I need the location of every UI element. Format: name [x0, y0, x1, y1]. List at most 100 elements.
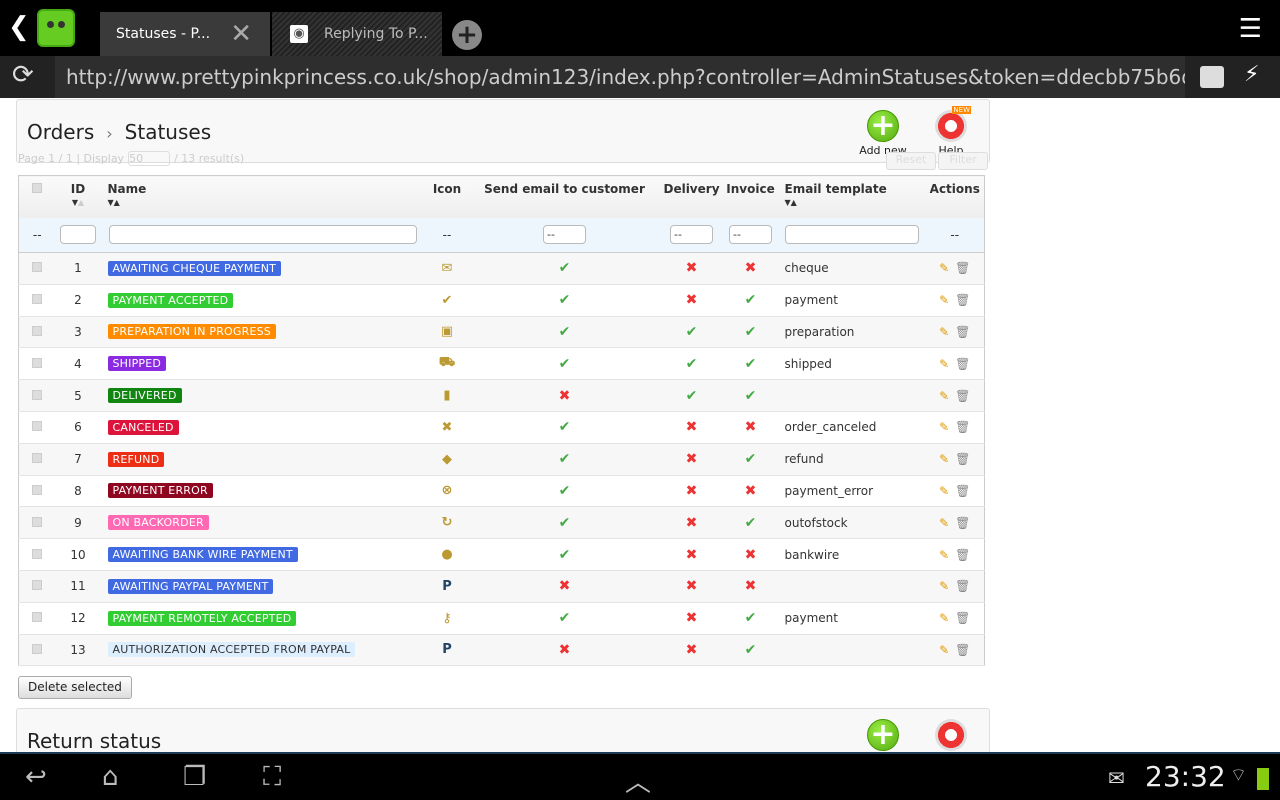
check-icon[interactable]: ✔ — [744, 292, 757, 309]
table-row[interactable]: 2 PAYMENT ACCEPTED ✔ ✔ ✖ ✔ payment ✎ 🗑 — [18, 284, 985, 317]
edit-icon[interactable]: ✎ — [939, 420, 950, 435]
check-icon[interactable]: ✔ — [558, 451, 571, 468]
cross-icon[interactable]: ✖ — [685, 451, 698, 468]
delete-icon[interactable]: 🗑 — [955, 388, 971, 403]
breadcrumb-orders[interactable]: Orders — [27, 120, 95, 144]
cross-icon[interactable]: ✖ — [558, 641, 571, 658]
cross-icon[interactable]: ✖ — [744, 419, 757, 436]
table-row[interactable]: 8 PAYMENT ERROR ⊗ ✔ ✖ ✖ payment_error ✎ 🗑 — [18, 475, 985, 508]
invoice-filter-select[interactable]: -- — [729, 225, 772, 245]
edit-icon[interactable]: ✎ — [939, 547, 950, 562]
edit-icon[interactable]: ✎ — [939, 452, 950, 467]
check-icon[interactable]: ✔ — [558, 260, 571, 277]
row-checkbox[interactable] — [32, 357, 43, 368]
delete-icon[interactable]: 🗑 — [955, 547, 971, 562]
table-row[interactable]: 3 PREPARATION IN PROGRESS ▣ ✔ ✔ ✔ preparat… — [18, 316, 985, 349]
delete-icon[interactable]: 🗑 — [955, 452, 971, 467]
check-icon[interactable]: ✔ — [558, 323, 571, 340]
row-checkbox[interactable] — [32, 325, 43, 336]
send-email-filter-select[interactable]: -- — [543, 225, 586, 245]
table-row[interactable]: 5 DELIVERED ▮ ✖ ✔ ✔ ✎ 🗑 — [18, 379, 985, 412]
app-logo-icon[interactable] — [37, 9, 75, 47]
edit-icon[interactable]: ✎ — [939, 293, 950, 308]
edit-icon[interactable]: ✎ — [939, 261, 950, 276]
back-icon[interactable]: ❮ — [8, 12, 30, 42]
cross-icon[interactable]: ✖ — [685, 610, 698, 627]
new-tab-icon[interactable]: + — [452, 20, 482, 50]
cross-icon[interactable]: ✖ — [685, 578, 698, 595]
table-row[interactable]: 6 CANCELED ✖ ✔ ✖ ✖ order_canceled ✎ 🗑 — [18, 411, 985, 444]
sort-icon[interactable]: ▼▲ — [107, 198, 120, 207]
row-checkbox[interactable] — [32, 262, 43, 273]
display-select[interactable]: 50 — [128, 151, 171, 166]
sort-icon[interactable]: ▼▲ — [784, 198, 797, 207]
edit-icon[interactable]: ✎ — [939, 642, 950, 657]
close-tab-icon[interactable]: ✕ — [230, 19, 252, 49]
check-icon[interactable]: ✔ — [744, 610, 757, 627]
email-notification-icon[interactable]: ✉ — [1108, 766, 1125, 790]
table-row[interactable]: 13 AUTHORIZATION ACCEPTED FROM PAYPAL P … — [18, 634, 985, 667]
reset-button[interactable]: Reset — [886, 152, 936, 170]
table-row[interactable]: 11 AWAITING PAYPAL PAYMENT P ✖ ✖ ✖ ✎ 🗑 — [18, 570, 985, 603]
add-new-return-button[interactable]: + — [853, 719, 913, 753]
delete-icon[interactable]: 🗑 — [955, 611, 971, 626]
table-row[interactable]: 1 AWAITING CHEQUE PAYMENT ✉ ✔ ✖ ✖ cheque ✎… — [18, 252, 985, 285]
cross-icon[interactable]: ✖ — [558, 578, 571, 595]
delete-icon[interactable]: 🗑 — [955, 515, 971, 530]
row-checkbox[interactable] — [32, 516, 43, 527]
check-icon[interactable]: ✔ — [744, 514, 757, 531]
delete-icon[interactable]: 🗑 — [955, 483, 971, 498]
delete-icon[interactable]: 🗑 — [955, 293, 971, 308]
delete-selected-button[interactable]: Delete selected — [18, 676, 132, 699]
cross-icon[interactable]: ✖ — [685, 260, 698, 277]
back-nav-icon[interactable]: ↩ — [25, 762, 47, 792]
check-icon[interactable]: ✔ — [558, 514, 571, 531]
table-row[interactable]: 7 REFUND ◆ ✔ ✖ ✔ refund ✎ 🗑 — [18, 443, 985, 476]
delete-icon[interactable]: 🗑 — [955, 642, 971, 657]
check-icon[interactable]: ✔ — [744, 355, 757, 372]
delete-icon[interactable]: 🗑 — [955, 579, 971, 594]
cross-icon[interactable]: ✖ — [744, 546, 757, 563]
check-icon[interactable]: ✔ — [744, 451, 757, 468]
edit-icon[interactable]: ✎ — [939, 388, 950, 403]
delivery-filter-select[interactable]: -- — [670, 225, 713, 245]
check-icon[interactable]: ✔ — [744, 641, 757, 658]
url-input[interactable]: http://www.prettypinkprincess.co.uk/shop… — [55, 56, 1185, 98]
row-checkbox[interactable] — [32, 453, 43, 464]
tab-replying[interactable]: ◉ Replying To P... — [272, 12, 442, 56]
cross-icon[interactable]: ✖ — [685, 482, 698, 499]
check-icon[interactable]: ✔ — [685, 323, 698, 340]
delete-icon[interactable]: 🗑 — [955, 324, 971, 339]
cross-icon[interactable]: ✖ — [685, 546, 698, 563]
table-row[interactable]: 12 PAYMENT REMOTELY ACCEPTED ⚷ ✔ ✖ ✔ payme… — [18, 602, 985, 635]
cross-icon[interactable]: ✖ — [744, 578, 757, 595]
id-filter-input[interactable] — [60, 225, 96, 245]
chevron-up-icon[interactable]: ︿ — [625, 768, 652, 798]
help-button[interactable]: NEW Help — [921, 106, 981, 157]
check-icon[interactable]: ✔ — [685, 355, 698, 372]
edit-icon[interactable]: ✎ — [939, 356, 950, 371]
check-icon[interactable]: ✔ — [744, 323, 757, 340]
row-checkbox[interactable] — [32, 548, 43, 559]
check-icon[interactable]: ✔ — [558, 292, 571, 309]
edit-icon[interactable]: ✎ — [939, 324, 950, 339]
edit-icon[interactable]: ✎ — [939, 515, 950, 530]
home-icon[interactable]: ⌂ — [102, 762, 119, 792]
row-checkbox[interactable] — [32, 643, 43, 654]
lightning-icon[interactable]: ⚡ — [1244, 62, 1260, 87]
help-return-button[interactable] — [921, 719, 981, 753]
delete-icon[interactable]: 🗑 — [955, 356, 971, 371]
select-all-checkbox[interactable] — [32, 183, 43, 193]
reload-icon[interactable]: ⟳ — [12, 60, 34, 90]
menu-icon[interactable]: ☰ — [1238, 14, 1262, 44]
cross-icon[interactable]: ✖ — [558, 387, 571, 404]
cross-icon[interactable]: ✖ — [744, 482, 757, 499]
delete-icon[interactable]: 🗑 — [955, 420, 971, 435]
cross-icon[interactable]: ✖ — [685, 641, 698, 658]
add-new-button[interactable]: + Add new — [853, 110, 913, 157]
edit-icon[interactable]: ✎ — [939, 611, 950, 626]
edit-icon[interactable]: ✎ — [939, 579, 950, 594]
template-filter-input[interactable] — [785, 225, 919, 245]
row-checkbox[interactable] — [32, 612, 43, 623]
check-icon[interactable]: ✔ — [744, 387, 757, 404]
